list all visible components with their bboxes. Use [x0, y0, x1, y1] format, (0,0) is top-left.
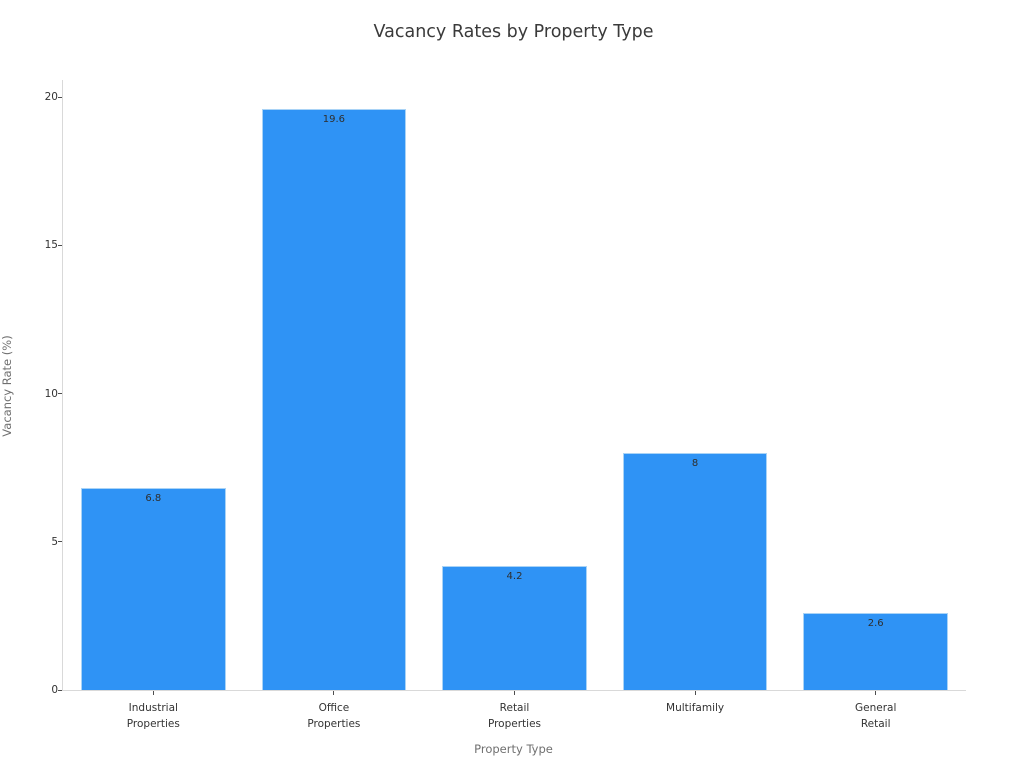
y-tick-label-0: 0	[51, 684, 58, 696]
bar-general-retail: 2.6	[803, 612, 948, 690]
y-axis-label: Vacancy Rate (%)	[0, 335, 14, 437]
x-tick-label-industrial-properties: Industrial Properties	[126, 702, 180, 730]
chart-title: Vacancy Rates by Property Type	[373, 22, 654, 42]
y-tick-mark-15	[58, 244, 62, 246]
x-tick-label-retail-properties: Retail Properties	[487, 702, 542, 730]
y-tick-label-5: 5	[51, 535, 58, 548]
x-tick-mark-office-properties	[333, 691, 335, 695]
bar-value-label-general-retail: 2.6	[867, 617, 884, 629]
y-tick-mark-5	[58, 541, 62, 543]
bar-office-properties: 19.6	[261, 109, 407, 690]
y-tick-mark-0	[58, 689, 62, 691]
x-tick-mark-general-retail	[875, 691, 877, 695]
bar-multifamily: 8	[622, 452, 768, 690]
y-tick-label-10: 10	[44, 387, 58, 400]
y-tick-label-15: 15	[44, 239, 58, 252]
y-tick-mark-20	[58, 96, 62, 98]
bar-value-label-industrial-properties: 6.8	[145, 493, 162, 505]
y-tick-mark-10	[58, 393, 62, 395]
y-tick-label-20: 20	[44, 91, 58, 104]
x-tick-mark-retail-properties	[514, 691, 515, 695]
bar-value-label-retail-properties: 4.2	[506, 570, 523, 582]
x-tick-label-multifamily: Multifamily	[666, 702, 725, 714]
x-tick-label-general-retail: General Retail	[854, 702, 897, 730]
bar-industrial-properties: 6.8	[81, 488, 226, 690]
x-tick-label-office-properties: Office Properties	[307, 702, 361, 730]
x-axis-label: Property Type	[474, 742, 553, 756]
x-tick-mark-industrial-properties	[152, 691, 154, 695]
x-tick-mark-multifamily	[694, 691, 696, 695]
bar-value-label-office-properties: 19.6	[322, 114, 346, 126]
bar-retail-properties: 4.2	[442, 565, 587, 690]
bar-value-label-multifamily: 8	[691, 457, 699, 469]
plot-area: 0 5 10 15 20 6.8 19.6 4.2 8 2.6 Industrial Prope…	[45, 80, 966, 730]
